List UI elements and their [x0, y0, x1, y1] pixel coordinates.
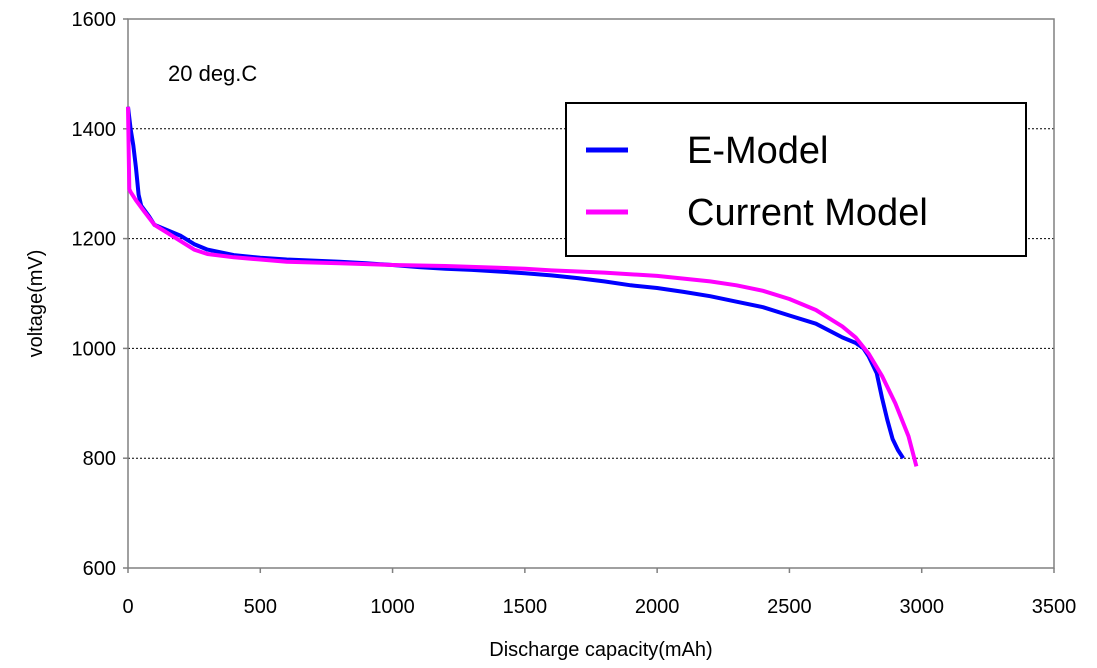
series-line-current-model: [126, 106, 919, 467]
x-tick-label-0: 0: [122, 596, 133, 618]
y-tick-label-4: 1400: [72, 119, 117, 141]
y-tick-label-1: 800: [83, 448, 116, 470]
axis-ticks: 600 800 1000 1200 1400 1600 0 500 1000 1500 2000 25…: [72, 9, 1077, 618]
y-tick-label-3: 1200: [72, 229, 117, 251]
plot-area: [127, 18, 1055, 569]
x-tick-label-1: 500: [244, 596, 277, 618]
series-lines: [126, 106, 919, 467]
y-tick-label-0: 600: [83, 558, 116, 580]
x-tick-label-6: 3000: [899, 596, 944, 618]
legend-label-current-model: Current Model: [687, 192, 928, 234]
y-tick-label-2: 1000: [72, 338, 117, 360]
legend-box: [565, 102, 1027, 257]
y-axis-title: voltage(mV): [25, 250, 47, 358]
x-tick-label-7: 3500: [1032, 596, 1077, 618]
y-tick-label-5: 1600: [72, 9, 117, 31]
legend-label-e-model: E-Model: [687, 130, 829, 172]
legend: E-Model Current Model: [565, 102, 1027, 257]
x-tick-label-2: 1000: [370, 596, 415, 618]
x-tick-label-4: 2000: [635, 596, 680, 618]
x-tick-label-5: 2500: [767, 596, 812, 618]
x-tick-label-3: 1500: [503, 596, 548, 618]
x-axis-title: Discharge capacity(mAh): [489, 639, 712, 661]
temperature-annotation: 20 deg.C: [168, 61, 257, 86]
